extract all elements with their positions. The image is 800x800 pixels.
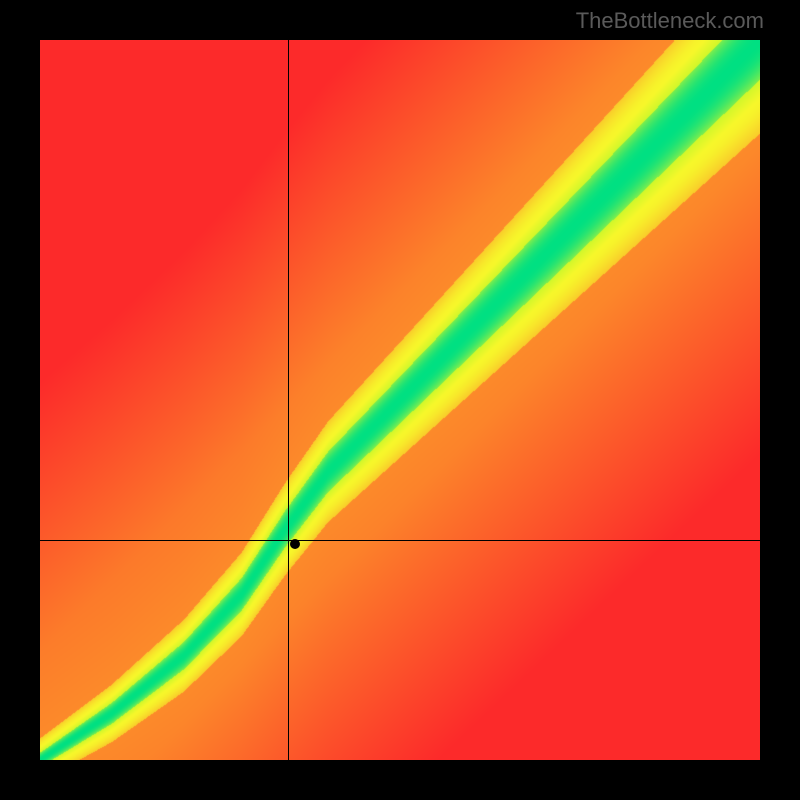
chart-container: TheBottleneck.com	[0, 0, 800, 800]
bottleneck-heatmap	[40, 40, 760, 760]
heatmap-canvas	[40, 40, 760, 760]
crosshair-horizontal	[40, 540, 760, 541]
watermark-text: TheBottleneck.com	[576, 8, 764, 34]
crosshair-vertical	[288, 40, 289, 760]
data-point-marker	[290, 539, 300, 549]
